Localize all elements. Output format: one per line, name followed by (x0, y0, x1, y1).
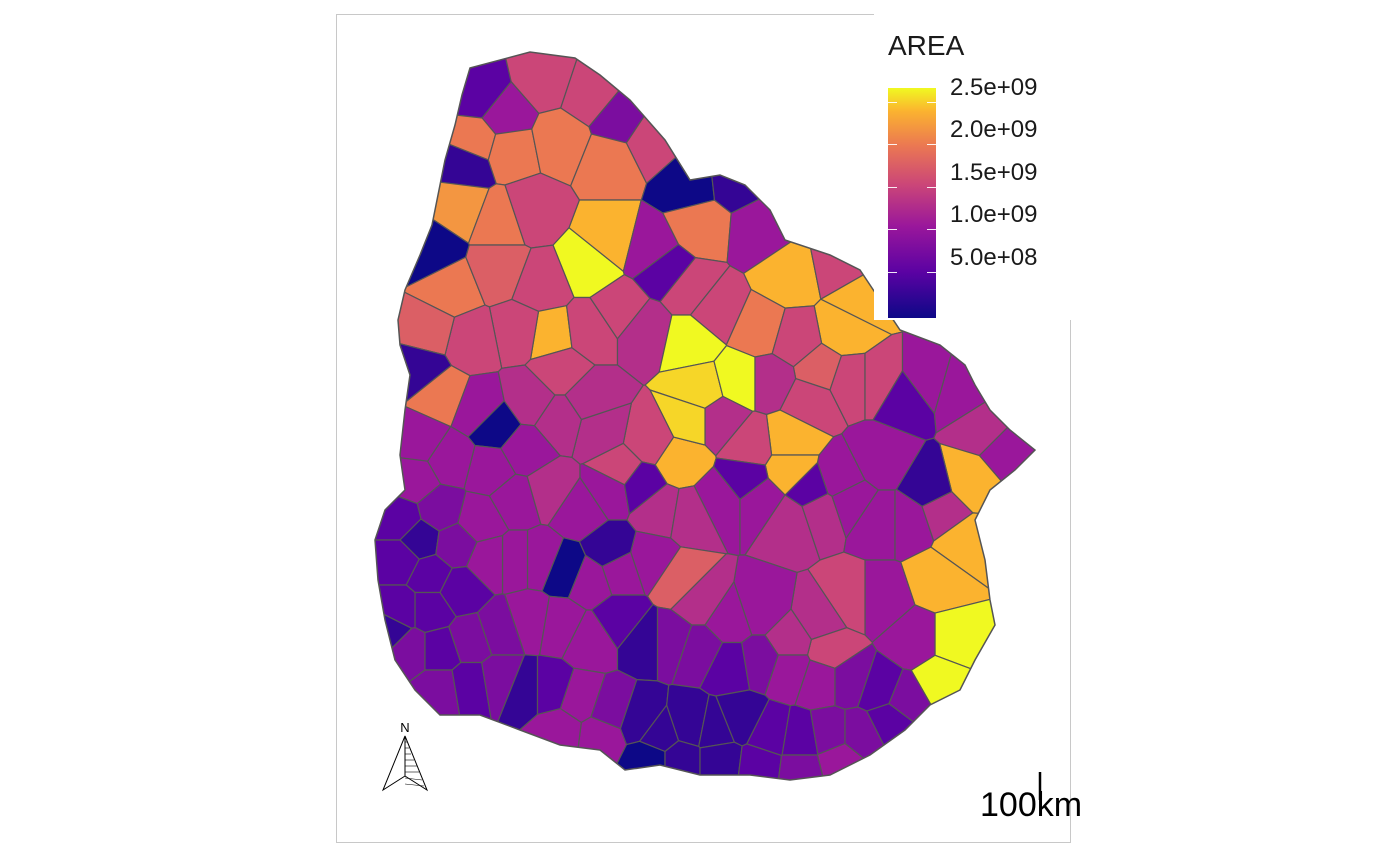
district-polygon (622, 199, 680, 280)
legend-colorbar (888, 88, 936, 318)
district-polygon (589, 273, 651, 340)
district-polygon (712, 457, 769, 501)
district-polygon (623, 461, 668, 516)
legend-tick-label: 2.0e+09 (950, 116, 1038, 143)
legend-tick-label: 2.5e+09 (950, 74, 1038, 101)
scale-bar-label: 100km (980, 786, 1083, 824)
district-polygon (699, 741, 743, 780)
legend-tick-label: 1.0e+09 (950, 201, 1038, 228)
district-polygon (978, 383, 1035, 526)
district-polygon (865, 703, 997, 780)
north-arrow-icon: N (381, 720, 429, 792)
district-polygon (910, 654, 1035, 780)
district-polygon (625, 52, 750, 185)
legend-tick-label: 5.0e+08 (950, 244, 1038, 271)
district-polygon (375, 52, 512, 119)
district-polygon (501, 529, 529, 596)
legend: AREA 2.5e+09 2.0e+09 1.5e+09 1.0e+09 5.0… (874, 14, 1072, 320)
north-arrow-label: N (400, 720, 409, 735)
legend-tick-label: 1.5e+09 (950, 159, 1038, 186)
legend-title: AREA (888, 30, 965, 61)
